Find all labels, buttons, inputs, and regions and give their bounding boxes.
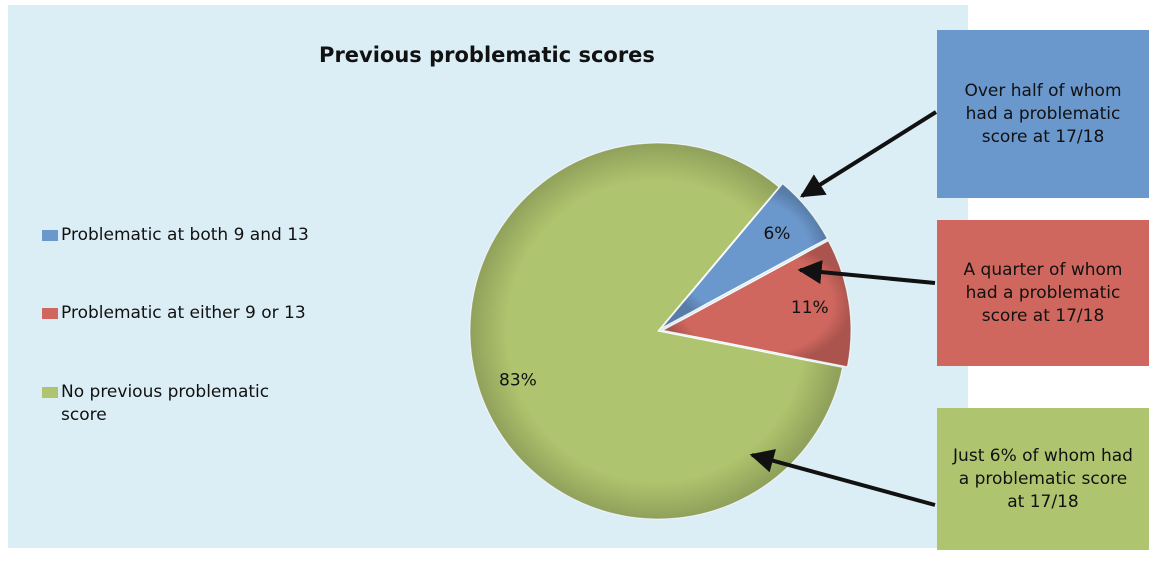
legend-label: Problematic at either 9 or 13 [61,303,306,323]
legend-swatch [42,230,58,241]
data-label: 11% [791,298,829,318]
data-label: 83% [499,370,537,390]
arrow [749,449,936,507]
legend-label: Problematic at both 9 and 13 [61,225,309,245]
legend-item: Problematic at either 9 or 13 [42,302,306,325]
data-label: 6% [763,224,790,244]
legend-label: No previous problematic score [61,382,270,425]
arrow [797,260,936,285]
legend-swatch [42,308,58,319]
annotation-box: Just 6% of whom had a problematic score … [937,408,1149,550]
annotation-box: A quarter of whom had a problematic scor… [937,220,1149,366]
legend-item: Problematic at both 9 and 13 [42,224,309,247]
legend-item: No previous problematic score [42,381,302,427]
legend-swatch [42,387,58,398]
annotation-box: Over half of whom had a problematic scor… [937,30,1149,198]
arrow [799,110,938,198]
chart-title: Previous problematic scores [319,43,655,67]
